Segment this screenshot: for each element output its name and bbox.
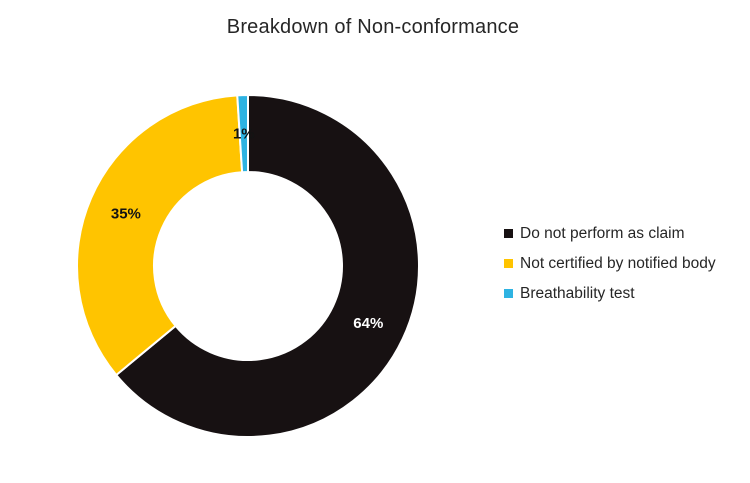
legend-swatch-icon (504, 259, 513, 268)
legend-item-label: Breathability test (520, 285, 635, 302)
legend-item-label: Not certified by notified body (520, 255, 716, 272)
chart-title: Breakdown of Non-conformance (226, 16, 520, 38)
legend-item-label: Do not perform as claim (520, 225, 685, 242)
slice-data-label-1: 64% (353, 315, 383, 332)
donut-slice-2 (75, 94, 244, 377)
slice-data-label-2: 35% (111, 206, 141, 223)
slice-data-label-3: 1% (233, 126, 255, 143)
legend-swatch-icon (504, 289, 513, 298)
legend-item-1: Do not perform as claim (504, 224, 716, 243)
donut-slice-3 (236, 93, 249, 174)
donut-slice-1 (114, 93, 420, 438)
legend: Do not perform as claim Not certified by… (504, 224, 716, 303)
legend-item-2: Not certified by notified body (504, 254, 716, 273)
legend-swatch-icon (504, 229, 513, 238)
legend-item-3: Breathability test (504, 284, 716, 303)
